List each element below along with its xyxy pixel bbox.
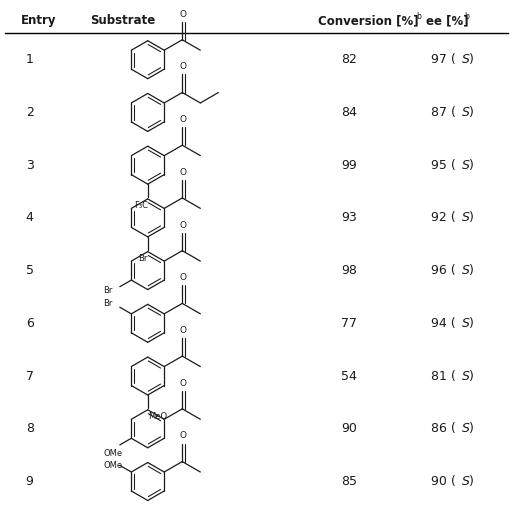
Text: OMe: OMe [103,461,122,470]
Text: 93: 93 [341,211,357,224]
Text: O: O [180,10,187,18]
Text: 3: 3 [26,159,33,172]
Text: ): ) [469,159,475,172]
Text: Br: Br [139,254,148,263]
Text: 7: 7 [26,369,34,383]
Text: 95 (: 95 ( [431,159,456,172]
Text: OMe: OMe [103,449,122,458]
Text: ): ) [469,475,475,488]
Text: 6: 6 [26,317,33,330]
Text: 96 (: 96 ( [431,264,456,277]
Text: 85: 85 [341,475,357,488]
Text: O: O [180,379,187,388]
Text: 81 (: 81 ( [431,369,456,383]
Text: Entry: Entry [21,14,56,27]
Text: S: S [462,264,469,277]
Text: S: S [462,159,469,172]
Text: 4: 4 [26,211,33,224]
Text: O: O [180,115,187,124]
Text: S: S [462,211,469,224]
Text: 87 (: 87 ( [431,106,456,119]
Text: 8: 8 [26,422,34,436]
Text: ): ) [469,317,475,330]
Text: S: S [462,317,469,330]
Text: b: b [464,12,469,22]
Text: 54: 54 [341,369,357,383]
Text: Br: Br [103,299,113,308]
Text: 90: 90 [341,422,357,436]
Text: 90 (: 90 ( [431,475,456,488]
Text: 94 (: 94 ( [431,317,456,330]
Text: S: S [462,422,469,436]
Text: Br: Br [103,286,113,295]
Text: 1: 1 [26,53,33,66]
Text: O: O [180,63,187,71]
Text: S: S [462,475,469,488]
Text: 92 (: 92 ( [431,211,456,224]
Text: F₃C: F₃C [134,201,148,210]
Text: b: b [417,12,422,22]
Text: S: S [462,53,469,66]
Text: ): ) [469,264,475,277]
Text: O: O [180,221,187,229]
Text: S: S [462,369,469,383]
Text: 84: 84 [341,106,357,119]
Text: 2: 2 [26,106,33,119]
Text: 5: 5 [26,264,34,277]
Text: ): ) [469,106,475,119]
Text: O: O [180,431,187,441]
Text: Substrate: Substrate [90,14,155,27]
Text: O: O [180,168,187,177]
Text: 99: 99 [341,159,357,172]
Text: Conversion [%]: Conversion [%] [318,14,419,27]
Text: ee [%]: ee [%] [426,14,468,27]
Text: 9: 9 [26,475,33,488]
Text: S: S [462,106,469,119]
Text: 86 (: 86 ( [431,422,456,436]
Text: ): ) [469,422,475,436]
Text: ): ) [469,53,475,66]
Text: O: O [180,273,187,282]
Text: MeO: MeO [148,412,167,421]
Text: ): ) [469,369,475,383]
Text: ): ) [469,211,475,224]
Text: 97 (: 97 ( [431,53,456,66]
Text: 98: 98 [341,264,357,277]
Text: 77: 77 [341,317,357,330]
Text: O: O [180,326,187,335]
Text: 82: 82 [341,53,357,66]
